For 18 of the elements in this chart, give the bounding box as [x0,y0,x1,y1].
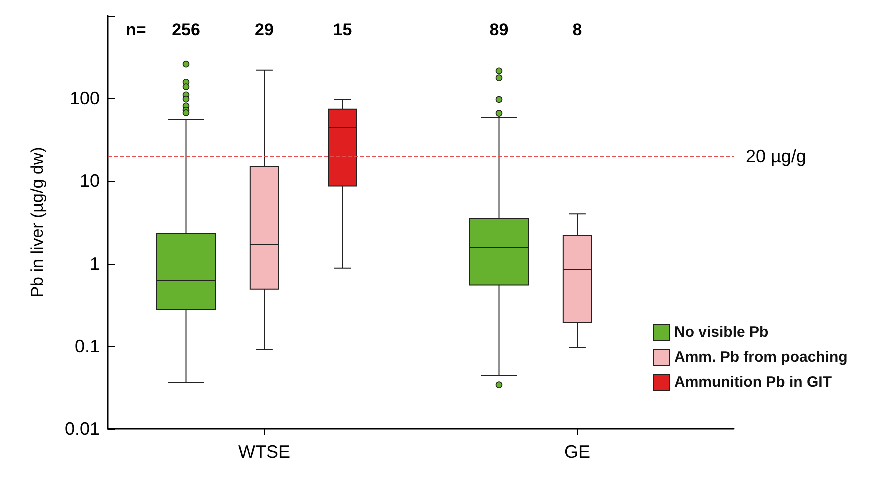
y-tick-label: 1 [90,254,100,274]
legend-label: Ammunition Pb in GIT [674,374,832,391]
y-tick-label: 0.01 [64,419,100,439]
annotation: 8 [572,20,582,40]
legend-label: Amm. Pb from poaching [674,349,848,366]
annotation: 89 [490,20,509,40]
y-tick-label: 100 [70,88,100,109]
annotation: 256 [172,20,200,40]
annotation: n= [126,20,146,40]
y-axis-title: Pb in liver (µg/g dw) [28,147,47,298]
x-tick-label: WTSE [238,442,290,462]
legend-label: No visible Pb [674,324,769,341]
y-tick-label: 0.1 [74,336,100,356]
annotation: 29 [255,20,274,40]
ref-line-label: 20 µg/g [746,146,806,166]
y-tick-label: 10 [80,171,100,192]
x-tick-label: GE [564,442,591,462]
annotation: 15 [333,20,352,40]
